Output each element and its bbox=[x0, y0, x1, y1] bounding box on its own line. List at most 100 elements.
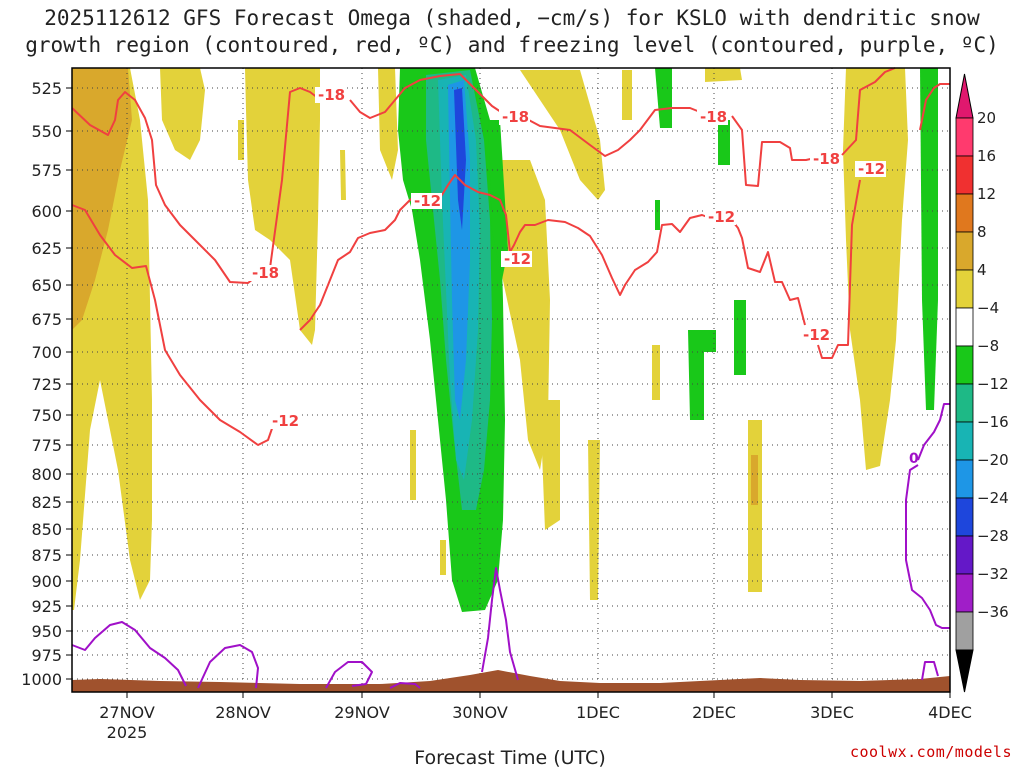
dgz-label-m18-1: -18 bbox=[318, 86, 345, 104]
omega-shade-warm-16 bbox=[410, 430, 416, 500]
freezing-contour-2 bbox=[197, 644, 259, 689]
y-tick-label: 775 bbox=[31, 436, 62, 455]
dgz-label-m12-5: -12 bbox=[803, 326, 830, 344]
colorbar-segment bbox=[955, 611, 974, 651]
plot-frame bbox=[71, 67, 951, 693]
colorbar-label: −12 bbox=[977, 375, 1009, 393]
omega-shade-warm-13 bbox=[748, 420, 762, 592]
y-tick-label: 700 bbox=[31, 343, 62, 362]
freezing-contour-1 bbox=[71, 621, 187, 687]
y-tick-label: 975 bbox=[31, 646, 62, 665]
colorbar-label: 12 bbox=[977, 185, 996, 203]
omega-shade-cold-11 bbox=[734, 300, 746, 375]
colorbar-segment bbox=[955, 535, 974, 575]
colorbar-label: 4 bbox=[977, 261, 987, 279]
omega-shade-warm-14 bbox=[843, 68, 908, 470]
omega-shade-warm-15 bbox=[652, 345, 660, 400]
dgz-label-m12-2: -12 bbox=[414, 192, 441, 210]
dgz-label-m12-6-bg bbox=[855, 161, 886, 177]
dgz-label-m18-2-bg bbox=[499, 109, 530, 125]
colorbar-segment bbox=[955, 421, 974, 461]
x-tick-label: 3DEC bbox=[810, 703, 854, 722]
y-tick-label: 950 bbox=[31, 622, 62, 641]
omega-shade-warm-2 bbox=[160, 68, 205, 160]
omega-shade-orange-2 bbox=[751, 455, 758, 505]
colorbar-label: −16 bbox=[977, 413, 1009, 431]
x-tick-label: 28NOV bbox=[215, 703, 271, 722]
colorbar-label: −4 bbox=[977, 299, 999, 317]
colorbar-segment bbox=[955, 573, 974, 613]
dgz-label-m12-6: -12 bbox=[858, 160, 885, 178]
dgz-label-m12-3-bg bbox=[501, 251, 532, 267]
dgz-contour-m12-mid bbox=[299, 194, 419, 331]
dgz-contour-m18-left bbox=[71, 87, 319, 284]
x-tick-label: 27NOV bbox=[99, 703, 155, 722]
y-tick-label: 725 bbox=[31, 375, 62, 394]
dgz-contour-m18-end bbox=[841, 67, 896, 156]
omega-shade-cold-7 bbox=[655, 68, 672, 128]
omega-shade-warm-10 bbox=[588, 440, 600, 600]
omega-shade-orange-1 bbox=[72, 68, 132, 330]
dgz-contour-m12-far bbox=[729, 217, 806, 326]
y-tick-label: 750 bbox=[31, 406, 62, 425]
colorbar-label: 16 bbox=[977, 147, 996, 165]
x-tick-sublabel: 2025 bbox=[107, 723, 148, 742]
y-tick-label: 825 bbox=[31, 493, 62, 512]
colorbar-label: 20 bbox=[977, 109, 996, 127]
chart-title-line-2: growth region (contoured, red, ºC) and f… bbox=[25, 33, 999, 57]
colorbar-label: −24 bbox=[977, 489, 1009, 507]
dgz-label-m18-4-bg bbox=[810, 151, 841, 167]
colorbar-arrow-bottom bbox=[955, 649, 974, 693]
y-tick-label: 1000 bbox=[21, 670, 62, 689]
omega-shade-warm-8 bbox=[540, 400, 560, 530]
colorbar-segment bbox=[955, 383, 974, 423]
dgz-label-m12-3: -12 bbox=[504, 250, 531, 268]
dgz-contour-m12-end bbox=[817, 179, 861, 359]
freezing-contour-4 bbox=[389, 682, 421, 689]
y-tick-label: 525 bbox=[31, 79, 62, 98]
omega-shade-warm-11 bbox=[622, 70, 632, 120]
dgz-label-m12-5-bg bbox=[800, 327, 831, 343]
colorbar-label: −36 bbox=[977, 603, 1009, 621]
dgz-label-m18-5-bg bbox=[249, 265, 280, 281]
y-tick-label: 550 bbox=[31, 122, 62, 141]
omega-shade-cold-9 bbox=[718, 120, 730, 165]
colorbar-label: −28 bbox=[977, 527, 1009, 545]
omega-shade-warm-9 bbox=[520, 70, 605, 200]
dgz-label-m12-4: -12 bbox=[708, 208, 735, 226]
dgz-label-m18-1-bg bbox=[315, 87, 346, 103]
freezing-contour-3 bbox=[325, 661, 373, 689]
colorbar-arrow-top bbox=[955, 73, 974, 119]
x-tick-label: 4DEC bbox=[928, 703, 972, 722]
x-axis-label: Forecast Time (UTC) bbox=[414, 747, 605, 768]
colorbar-segment bbox=[955, 193, 974, 233]
dgz-contour-m18-mid bbox=[349, 73, 505, 119]
colorbar-segment bbox=[955, 459, 974, 499]
y-tick-label: 625 bbox=[31, 239, 62, 258]
dgz-label-m12-2-bg bbox=[411, 193, 442, 209]
y-tick-label: 600 bbox=[31, 202, 62, 221]
x-tick-label: 1DEC bbox=[576, 703, 620, 722]
omega-shade-warm-17 bbox=[440, 540, 446, 575]
omega-shade-cold-10 bbox=[688, 330, 716, 420]
omega-shade-warm-12 bbox=[705, 68, 742, 82]
omega-shade-warm-6 bbox=[378, 68, 398, 180]
dgz-label-m18-5: -18 bbox=[252, 264, 279, 282]
site-credit: coolwx.com/models bbox=[849, 743, 1012, 761]
colorbar-label: 8 bbox=[977, 223, 987, 241]
dgz-label-m18-2: -18 bbox=[502, 108, 529, 126]
colorbar-segment bbox=[955, 269, 974, 309]
dgz-contour-m12-left bbox=[71, 204, 276, 446]
chart-title-line-1: 2025112612 GFS Forecast Omega (shaded, −… bbox=[44, 6, 980, 30]
dgz-contour-m18-right bbox=[524, 107, 701, 157]
colorbar-segment bbox=[955, 155, 974, 195]
dgz-label-m18-3-bg bbox=[697, 109, 728, 125]
omega-shade-warm-4 bbox=[238, 120, 244, 160]
dgz-label-m18-4: -18 bbox=[813, 150, 840, 168]
dgz-contour-m12-right bbox=[439, 174, 711, 296]
colorbar-segment bbox=[955, 117, 974, 157]
freezing-contour-6 bbox=[905, 464, 950, 629]
omega-shade-cold-8 bbox=[655, 200, 660, 230]
y-tick-label: 675 bbox=[31, 310, 62, 329]
colorbar-segment bbox=[955, 307, 974, 347]
